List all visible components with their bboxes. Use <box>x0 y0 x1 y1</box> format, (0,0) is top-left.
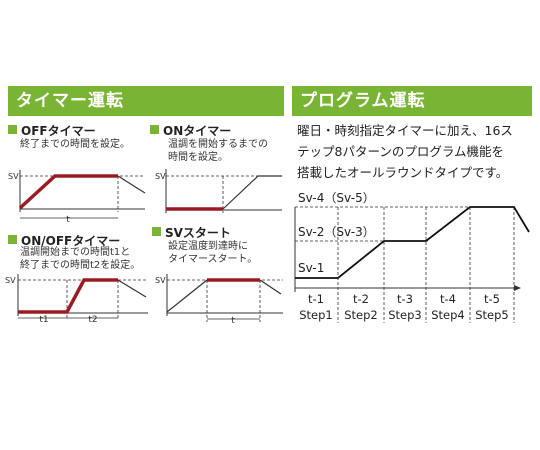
sv-start-heating-profile <box>166 279 208 313</box>
onoff-timer-sv-label: SV <box>5 276 16 285</box>
program-time-label: t-5 <box>484 292 500 306</box>
sv-start-chart: SV t <box>155 274 283 326</box>
program-step-label: Step2 <box>344 308 378 322</box>
onoff-timer-description: 温調開始までの時間t1と 終了までの時間t2を設定。 <box>20 246 140 272</box>
on-timer-desc-line: 温調を開始するまでの <box>168 139 268 150</box>
bullet-square-icon <box>152 227 161 236</box>
bullet-square-icon <box>8 235 17 244</box>
onoff-timer-desc-line: 終了までの時間t2を設定。 <box>20 260 141 271</box>
on-timer-desc-line: 時間を設定。 <box>168 152 228 163</box>
program-chart: Sv-4（Sv-5） Sv-2（Sv-3） Sv-1 t-1 t-2 t-3 t… <box>294 191 530 323</box>
sv-start-description: 設定温度到達時に タイマースタート。 <box>168 240 257 266</box>
off-timer-chart: SV t <box>8 170 146 225</box>
on-timer-description: 温調を開始するまでの 時間を設定。 <box>168 138 268 164</box>
program-desc-line: テップ8パターンのプログラム機能を <box>297 144 504 159</box>
sv-start-t-label: t <box>231 316 235 326</box>
on-timer-chart: SV <box>155 169 282 213</box>
program-step-label: Step1 <box>299 308 333 322</box>
program-operation-title: プログラム運転 <box>300 91 426 111</box>
bullet-square-icon <box>150 125 159 134</box>
off-timer-sv-label: SV <box>8 172 19 181</box>
onoff-timer-cooldown <box>117 279 147 298</box>
sv-start-desc-line: タイマースタート。 <box>168 254 258 265</box>
program-desc-line: 曜日・時刻指定タイマーに加え、16ス <box>297 123 513 138</box>
program-time-label: t-1 <box>308 292 324 306</box>
sv-start-heading: SVスタート <box>152 224 231 241</box>
off-timer-description: 終了までの時間を設定。 <box>20 138 130 151</box>
onoff-timer-heading: ON/OFFタイマー <box>8 232 120 249</box>
off-timer-active-profile <box>18 174 118 210</box>
program-level-label-sv2: Sv-2（Sv-3） <box>298 225 375 239</box>
onoff-timer-chart: SV t1 t2 <box>5 274 148 325</box>
program-step-label: Step3 <box>388 308 422 322</box>
off-timer-cooldown <box>117 175 146 194</box>
onoff-timer-t1-label: t1 <box>39 315 48 325</box>
sv-start-cooldown <box>259 279 282 295</box>
sv-start-desc-line: 設定温度到達時に <box>168 241 248 252</box>
off-timer-title: OFFタイマー <box>21 124 96 138</box>
sv-start-title: SVスタート <box>165 226 231 240</box>
bullet-square-icon <box>8 125 17 134</box>
on-timer-sv-label: SV <box>155 172 166 181</box>
program-level-label-sv1: Sv-1 <box>298 261 324 275</box>
sv-start-sv-label: SV <box>155 276 166 285</box>
onoff-timer-t2-label: t2 <box>88 315 97 325</box>
program-x-axis-arrow <box>514 285 521 291</box>
program-description: 曜日・時刻指定タイマーに加え、16ス テップ8パターンのプログラム機能を 搭載し… <box>297 120 533 183</box>
program-step-label: Step5 <box>475 308 509 322</box>
off-timer-desc-line: 終了までの時間を設定。 <box>20 139 130 150</box>
off-timer-t-label: t <box>66 215 70 225</box>
off-timer-heading: OFFタイマー <box>8 122 96 139</box>
program-level-label-sv4: Sv-4（Sv-5） <box>298 191 375 205</box>
onoff-timer-desc-line: 温調開始までの時間t1と <box>20 247 131 258</box>
timer-operation-banner: タイマー運転 <box>8 86 284 116</box>
program-time-label: t-2 <box>353 292 369 306</box>
onoff-timer-active-profile <box>18 278 118 314</box>
on-timer-heating-profile <box>222 175 282 210</box>
program-time-label: t-4 <box>440 292 456 306</box>
program-step-label: Step4 <box>431 308 465 322</box>
program-temperature-profile <box>295 206 530 279</box>
program-desc-line: 搭載したオールラウンドタイプです。 <box>297 165 509 180</box>
on-timer-title: ONタイマー <box>163 124 232 138</box>
onoff-timer-title: ON/OFFタイマー <box>21 234 121 248</box>
program-operation-banner: プログラム運転 <box>292 86 532 116</box>
on-timer-heading: ONタイマー <box>150 122 231 139</box>
timer-operation-title: タイマー運転 <box>16 91 124 111</box>
program-time-label: t-3 <box>397 292 413 306</box>
